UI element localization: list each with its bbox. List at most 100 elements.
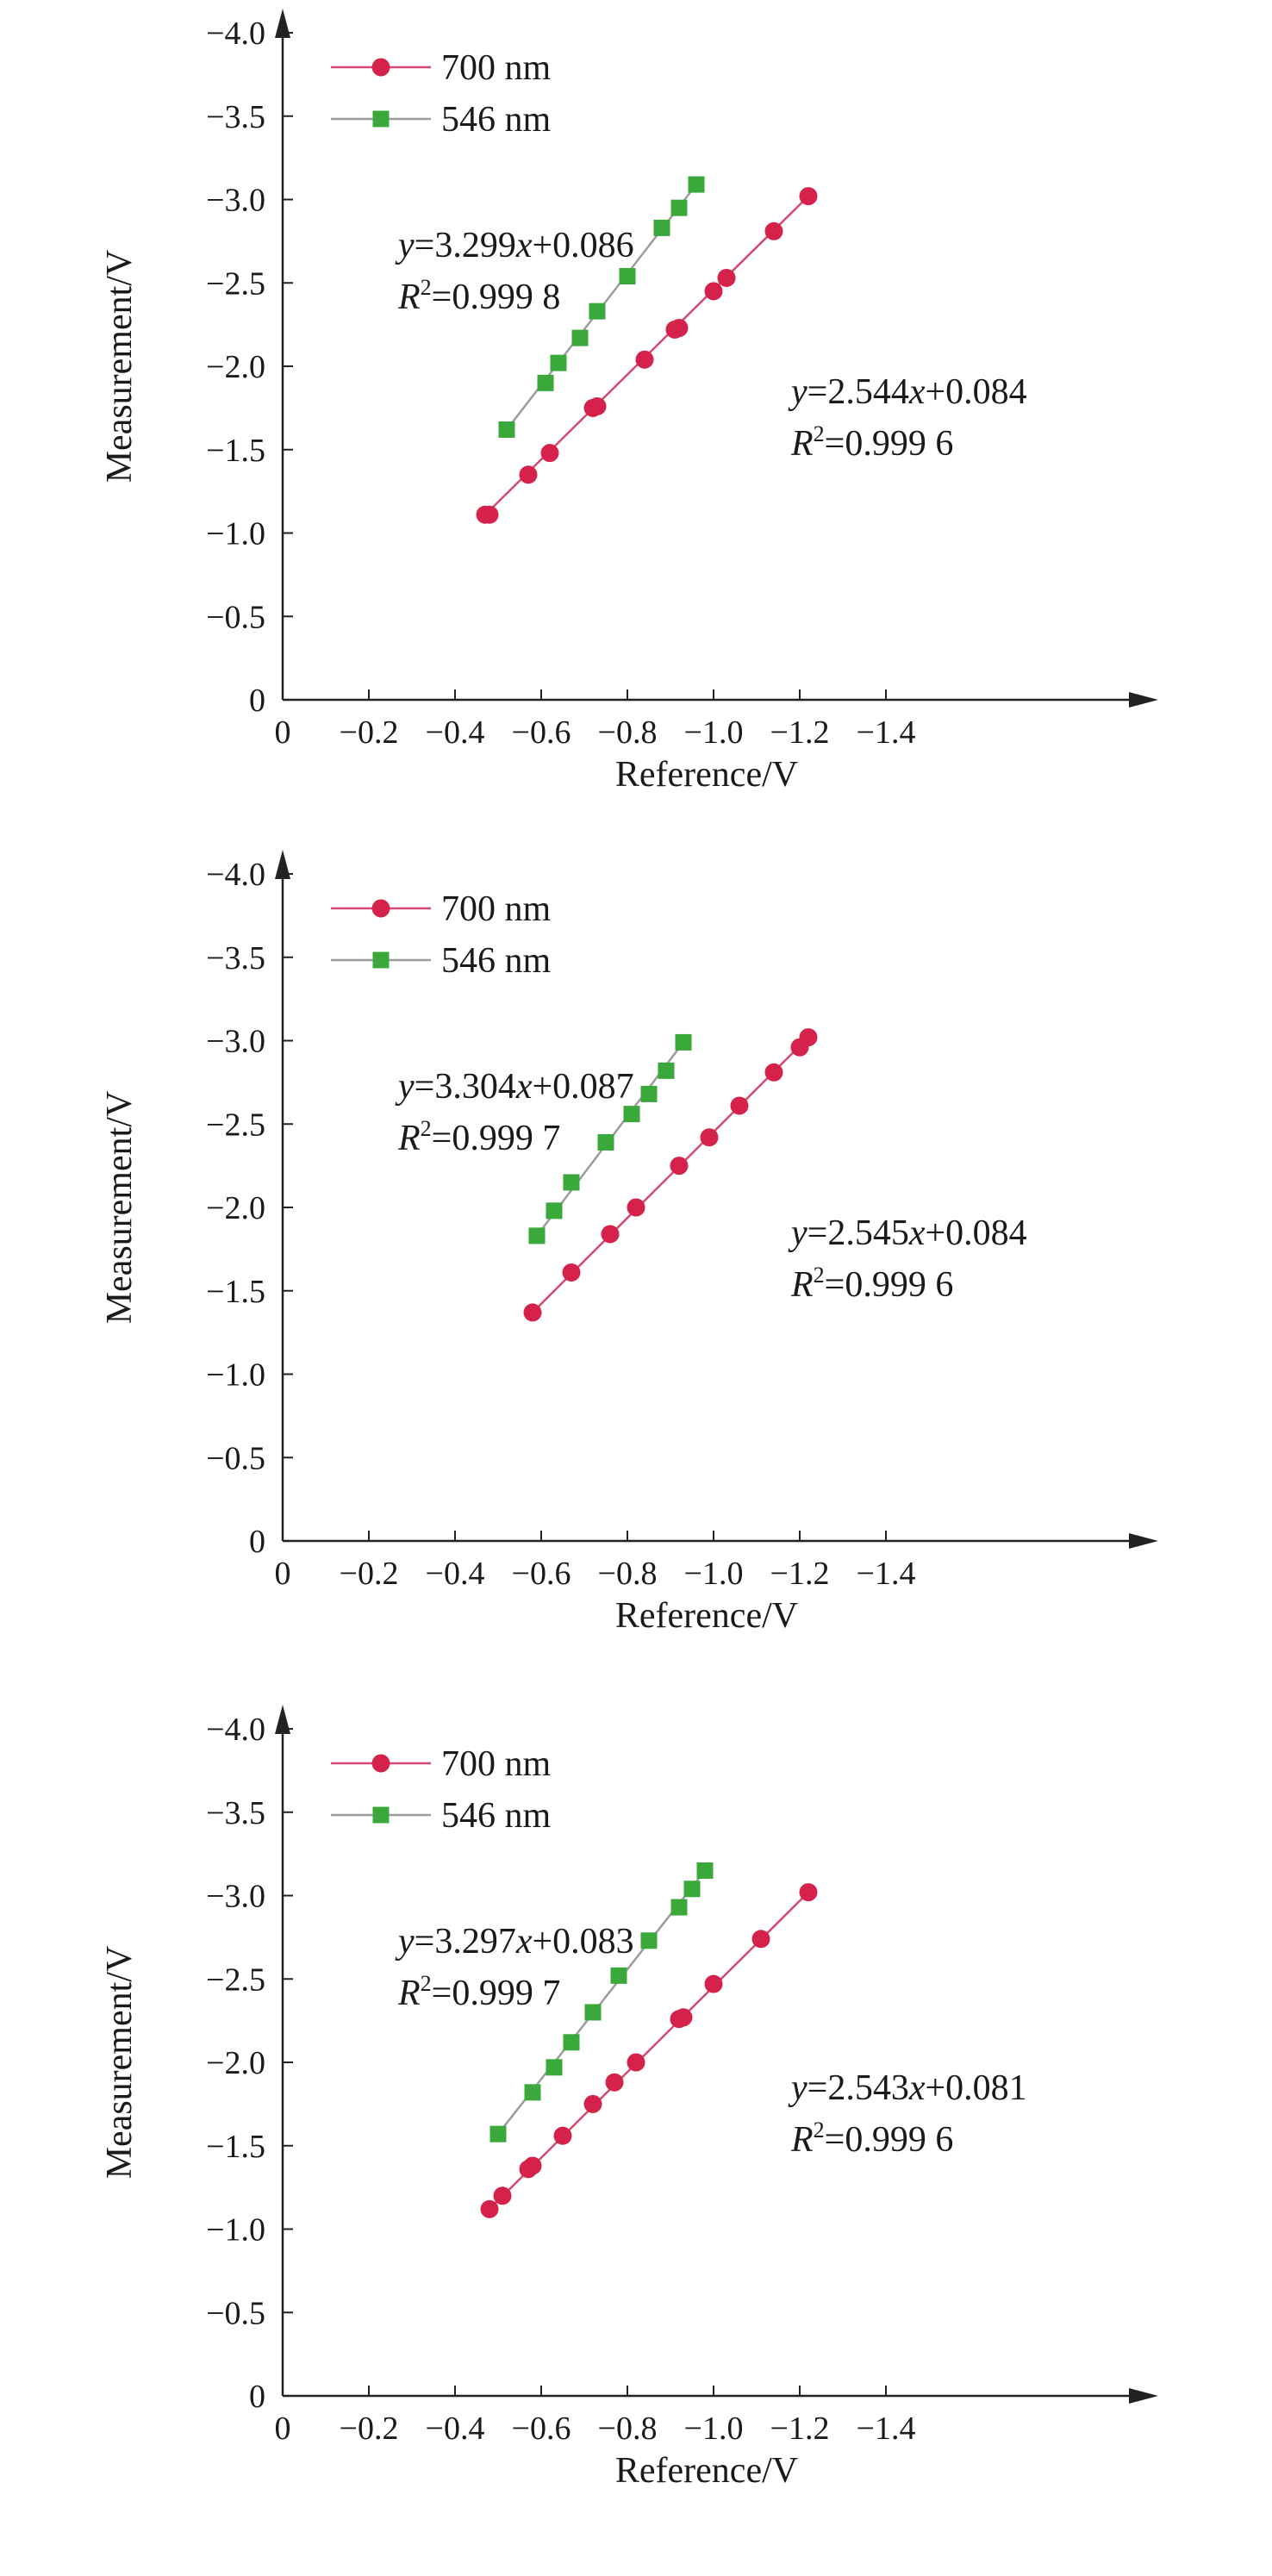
x-tick-label: −0.8 (598, 1556, 658, 1592)
x-tick-label: −1.4 (857, 2411, 916, 2447)
data-point-square (688, 176, 705, 193)
r-squared-label: R2=0.999 6 (790, 421, 953, 464)
r-var: R (790, 2120, 814, 2160)
y-tick-label: −2.0 (206, 349, 265, 385)
data-point-circle (751, 1930, 770, 1949)
regression-equation: y=3.304x+0.087 (395, 1067, 634, 1107)
data-point-circle (540, 444, 559, 463)
legend-marker-circle (371, 58, 390, 77)
data-point-circle (583, 2094, 602, 2113)
x-axis-arrow (1129, 1533, 1158, 1549)
x-tick-label: −0.6 (512, 2411, 571, 2447)
data-point-circle (519, 465, 538, 484)
r-value: =0.999 6 (825, 424, 954, 464)
y-tick-label: −1.0 (206, 2212, 265, 2249)
eq-slope: =3.304 (415, 1067, 516, 1107)
y-tick-label: −1.5 (206, 2129, 265, 2165)
r-value: =0.999 6 (825, 1265, 954, 1305)
x-axis-arrow (1129, 692, 1158, 708)
x-tick-label: −0.8 (598, 2411, 658, 2447)
data-point-circle (670, 1157, 689, 1176)
x-tick-label: −0.4 (426, 714, 485, 751)
x-tick-label: −1.2 (770, 714, 830, 751)
eq-x-var: x (515, 226, 533, 265)
eq-intercept: +0.084 (926, 1213, 1027, 1253)
data-point-square (670, 1899, 688, 1916)
eq-x-var: x (908, 2068, 926, 2108)
data-point-square (640, 1932, 658, 1949)
y-axis-arrow (275, 850, 290, 879)
x-tick-label: −0.4 (426, 2411, 485, 2447)
data-point-circle (480, 2199, 499, 2218)
y-tick-label: −3.0 (206, 183, 265, 219)
data-point-square (489, 2125, 507, 2143)
data-point-circle (523, 2156, 542, 2175)
x-tick-label: −1.4 (857, 1556, 916, 1592)
legend-marker-square (372, 1806, 390, 1824)
r-squared-label: R2=0.999 6 (790, 1263, 953, 1305)
chart-panel-3: 0 −0.2 −0.4 −0.6 −0.8 −1.0 −1.2 −1.4 0 −0.5 −1.0 −1… (100, 1705, 1158, 2491)
x-tick-label: −0.6 (512, 1556, 571, 1592)
series-square-2 (528, 1033, 692, 1244)
eq-x-var: x (908, 372, 926, 412)
x-axis-arrow (1129, 2388, 1158, 2404)
data-point-square (653, 219, 670, 236)
data-point-square (550, 354, 567, 371)
eq-x-var: x (515, 1922, 533, 1962)
y-tick-label: −1.0 (206, 1357, 265, 1394)
x-tick-label: 0 (275, 714, 291, 751)
legend-label: 546 nm (441, 100, 552, 140)
y-tick-label: −1.0 (206, 516, 265, 552)
r-superscript: 2 (421, 1116, 432, 1141)
eq-y-var: y (395, 1922, 415, 1962)
r-squared-label: R2=0.999 7 (397, 1971, 560, 2013)
y-tick-label: −2.5 (206, 1962, 265, 1998)
y-axis-title: Measurement/V (100, 1091, 140, 1325)
legend-label: 700 nm (441, 1744, 552, 1784)
y-tick-label: −3.0 (206, 1024, 265, 1060)
y-axis-arrow (275, 9, 290, 38)
data-point-square (696, 1862, 714, 1879)
data-point-square (670, 199, 688, 216)
r-value: =0.999 7 (432, 1974, 561, 2013)
series-square-2 (498, 176, 705, 439)
eq-y-var: y (788, 372, 807, 412)
data-point-circle (764, 1063, 783, 1082)
y-tick-label: 0 (249, 2379, 265, 2415)
eq-x-var: x (908, 1213, 926, 1253)
series-circle-1 (476, 187, 818, 524)
data-point-square (563, 1174, 580, 1191)
eq-y-var: y (395, 1067, 415, 1107)
data-point-circle (799, 1028, 818, 1047)
x-tick-label: −1.2 (770, 2411, 830, 2447)
legend-label: 700 nm (441, 48, 552, 88)
x-tick-label: 0 (275, 2411, 291, 2447)
data-point-circle (553, 2126, 572, 2145)
legend-marker-square (372, 951, 390, 969)
chart-panel-2: 0 −0.2 −0.4 −0.6 −0.8 −1.0 −1.2 −1.4 0 −0.5 −1.0 −1… (100, 850, 1158, 1636)
x-tick-label: −0.6 (512, 714, 571, 751)
data-point-square (623, 1106, 640, 1123)
data-point-square (619, 268, 636, 285)
data-point-circle (627, 1198, 645, 1217)
data-point-square (498, 421, 515, 439)
data-point-circle (588, 396, 607, 415)
r-value: =0.999 7 (432, 1119, 561, 1158)
data-point-circle (717, 268, 736, 287)
y-tick-label: −2.0 (206, 1190, 265, 1226)
eq-x-var: x (515, 1067, 533, 1107)
y-tick-label: −4.0 (206, 1712, 265, 1748)
r-var: R (397, 278, 421, 317)
y-tick-label: −2.5 (206, 1107, 265, 1143)
data-point-circle (627, 2053, 645, 2072)
data-point-circle (523, 1303, 542, 1322)
y-tick-label: −1.5 (206, 1274, 265, 1310)
eq-y-var: y (395, 226, 415, 265)
legend-marker-circle (371, 1754, 390, 1773)
data-point-square (597, 1134, 614, 1151)
r-value: =0.999 8 (432, 278, 561, 317)
y-axis-title: Measurement/V (100, 250, 140, 483)
eq-intercept: +0.087 (533, 1067, 634, 1107)
